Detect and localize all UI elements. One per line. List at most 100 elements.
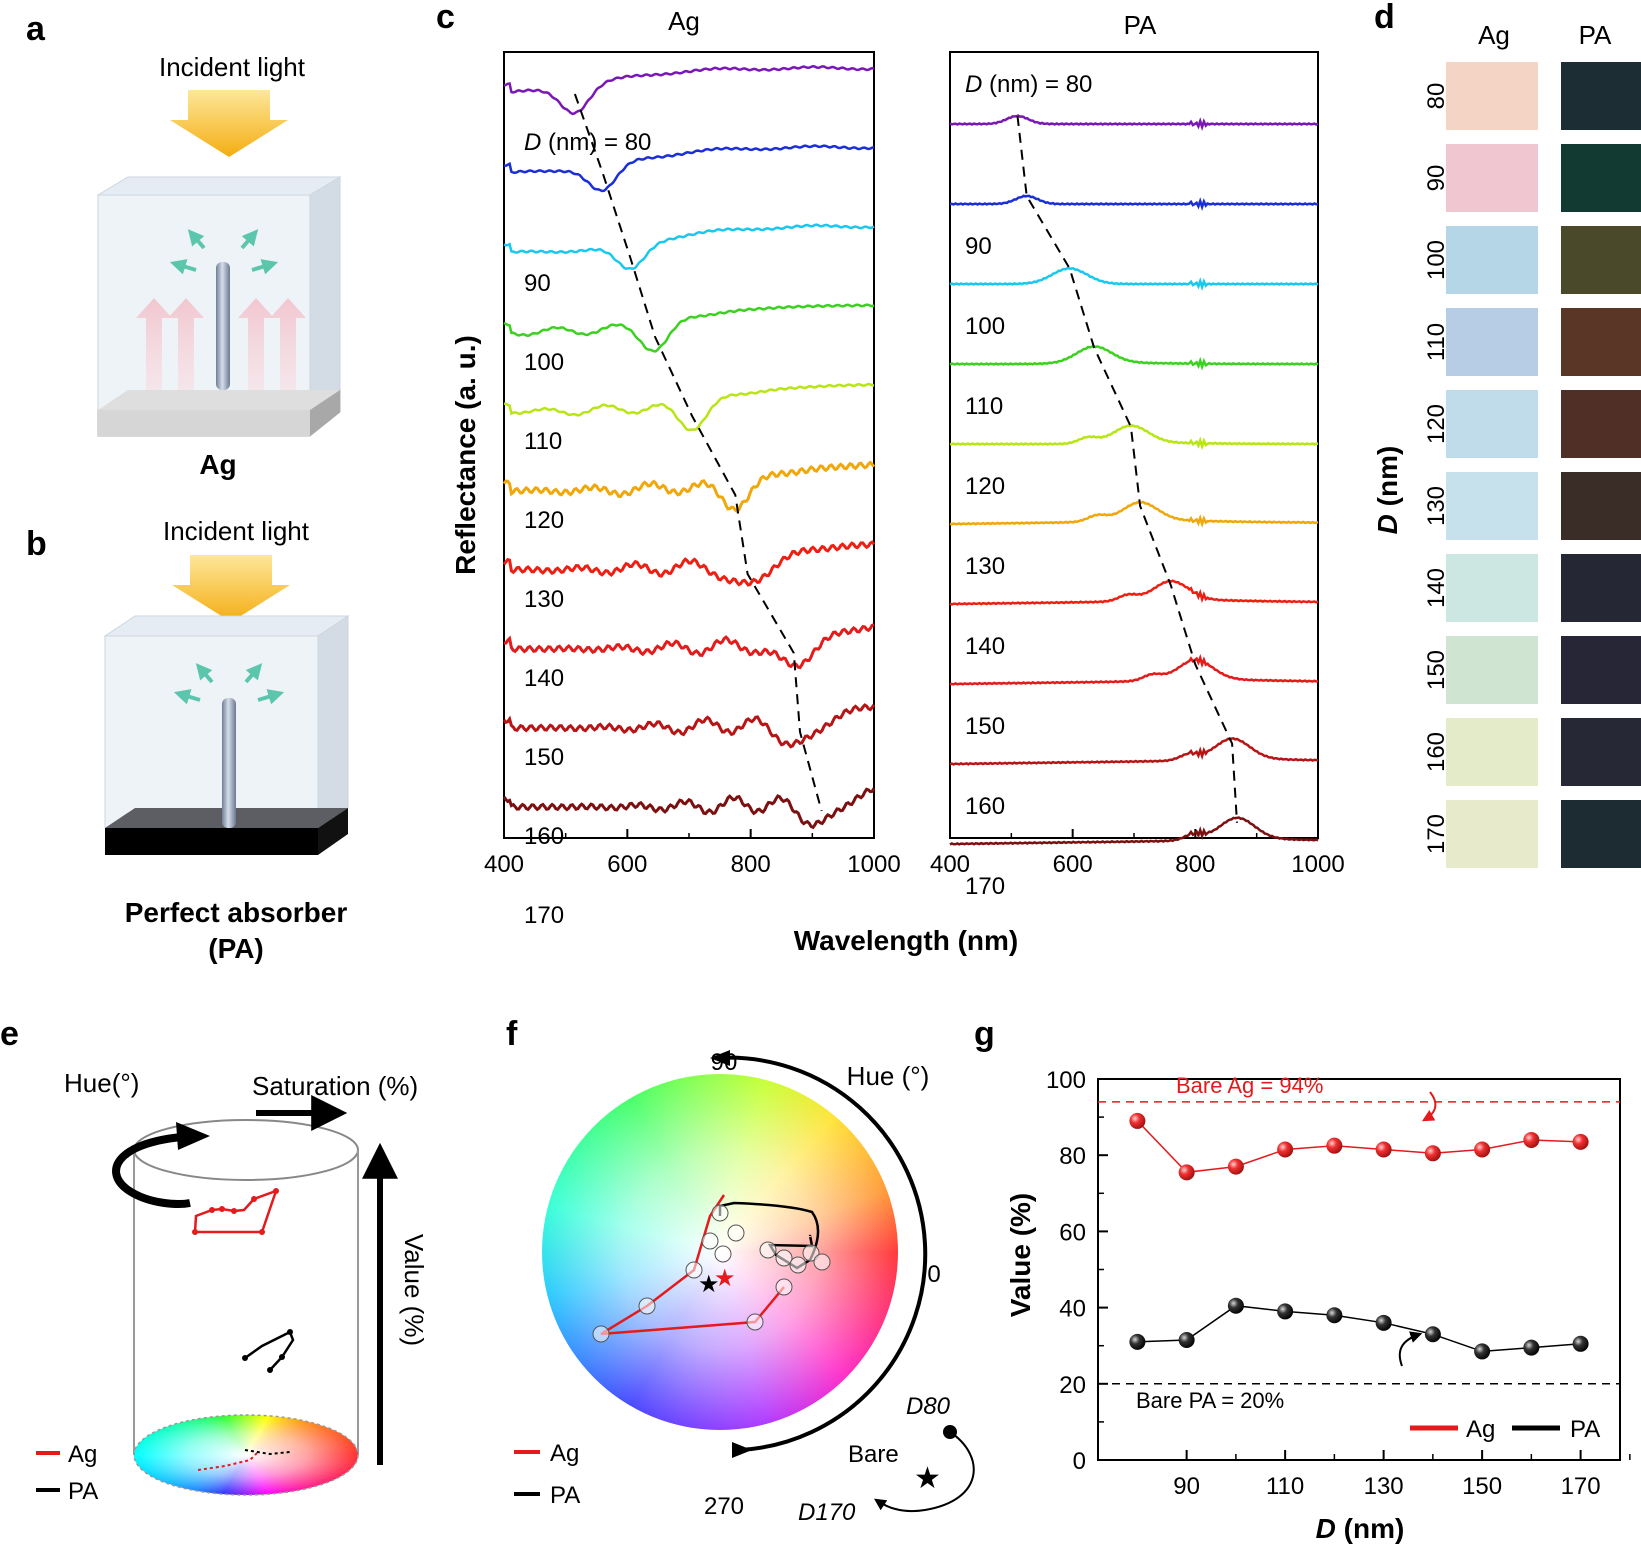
g-xtick-label: 130 xyxy=(1364,1473,1404,1500)
g-point-PA-90 xyxy=(1178,1331,1195,1348)
g-point-PA-100 xyxy=(1227,1297,1244,1314)
c-right-xtick-label: 1000 xyxy=(1291,851,1344,878)
c-right-xtick-label: 600 xyxy=(1053,851,1093,878)
c-left-series-120 xyxy=(503,382,875,432)
g-legend-ag-label: Ag xyxy=(1466,1416,1495,1443)
caption-b-line1: Perfect absorber xyxy=(125,897,348,928)
d-swatch-ag-100 xyxy=(1446,226,1538,294)
c-left-label-110: 110 xyxy=(524,428,562,455)
d-axis-label: D (nm) xyxy=(1372,446,1403,535)
g-ytick-label: 40 xyxy=(1059,1296,1086,1323)
incident-light-label-b: Incident light xyxy=(163,516,310,546)
d-swatch-pa-90 xyxy=(1561,144,1641,212)
g-line-PA xyxy=(1137,1304,1581,1353)
g-point-Ag-130 xyxy=(1375,1141,1392,1158)
c-left-label-130: 130 xyxy=(524,586,564,613)
f-angle-90: 90 xyxy=(711,1049,738,1076)
c-left-series-100 xyxy=(503,223,875,270)
panel-g: g Value (%) D (nm) 0 20 40 60 80 100 90 110 130 1… xyxy=(974,1015,1631,1544)
d-row-label-90: 90 xyxy=(1423,165,1450,192)
f-angle-0: 0 xyxy=(927,1261,940,1288)
d-swatch-ag-90 xyxy=(1446,144,1538,212)
c-right-label-150: 150 xyxy=(965,713,1005,740)
scatter-arrows-a xyxy=(169,229,279,275)
c-left-label-100: 100 xyxy=(524,349,564,376)
g-point-Ag-170 xyxy=(1572,1133,1589,1150)
hue-arrow xyxy=(112,1132,201,1208)
g-pa-pointer xyxy=(1398,1331,1423,1367)
g-xtick-label: 170 xyxy=(1561,1473,1601,1500)
f-angle-270: 270 xyxy=(704,1493,744,1520)
g-bare-ag-label: Bare Ag = 94% xyxy=(1176,1073,1323,1098)
panel-b: b Incident light Perfect absorber (PA) xyxy=(26,516,350,964)
caption-a: Ag xyxy=(199,449,236,480)
f-hue-arc xyxy=(717,1055,928,1452)
c-left-series-110 xyxy=(503,303,875,353)
c-left-label-160: 160 xyxy=(524,823,564,850)
c-right-series-170 xyxy=(949,816,1319,846)
c-left-xtick-label: 400 xyxy=(484,851,524,878)
c-right-label-130: 130 xyxy=(965,553,1005,580)
f-bare-label: Bare xyxy=(848,1441,899,1468)
panel-label-g: g xyxy=(974,1015,995,1053)
g-ytick-label: 80 xyxy=(1059,1143,1086,1170)
c-right-series-150 xyxy=(949,653,1319,686)
g-point-Ag-110 xyxy=(1277,1141,1294,1158)
g-y-axis-label: Value (%) xyxy=(1005,1193,1036,1317)
d-swatch-ag-80 xyxy=(1446,62,1538,130)
panel-label-a: a xyxy=(26,10,46,48)
caption-b-line2: (PA) xyxy=(208,933,263,964)
g-point-Ag-150 xyxy=(1474,1141,1491,1158)
c-right-label-140: 140 xyxy=(965,633,1005,660)
glass-box-b xyxy=(104,635,319,829)
g-x-axis-label: D (nm) xyxy=(1316,1513,1405,1544)
c-left-label-first: D (nm) = 80 xyxy=(524,129,651,156)
g-point-PA-150 xyxy=(1474,1343,1491,1360)
c-left-series-160 xyxy=(502,703,876,749)
d-swatch-pa-160 xyxy=(1561,718,1641,786)
c-right-trend-line xyxy=(1016,115,1238,823)
d-swatch-pa-150 xyxy=(1561,636,1641,704)
c-y-axis-label: Reflectance (a. u.) xyxy=(450,335,481,575)
g-point-PA-110 xyxy=(1277,1303,1294,1320)
perfect-absorber-substrate xyxy=(105,828,318,855)
g-ytick-label: 20 xyxy=(1059,1372,1086,1399)
c-right-series-140 xyxy=(949,579,1319,606)
c-right-series-90 xyxy=(949,194,1318,212)
c-left-series-130 xyxy=(502,460,876,514)
g-point-PA-130 xyxy=(1375,1314,1392,1331)
plasmon-arrows-a xyxy=(136,298,306,390)
c-left-series-140 xyxy=(502,540,876,587)
c-left-xtick-label: 600 xyxy=(607,851,647,878)
g-point-PA-80 xyxy=(1129,1333,1146,1350)
d-row-label-120: 120 xyxy=(1423,404,1450,444)
d-swatch-ag-110 xyxy=(1446,308,1538,376)
e-ag-trajectory xyxy=(193,1188,279,1234)
d-col-label-pa: PA xyxy=(1579,20,1612,50)
g-ytick-label: 60 xyxy=(1059,1219,1086,1246)
d-row-label-100: 100 xyxy=(1423,240,1450,280)
panel-label-b: b xyxy=(26,525,47,563)
f-hue-title: Hue (°) xyxy=(847,1061,930,1091)
c-left-label-90: 90 xyxy=(524,270,551,297)
c-right-series-110 xyxy=(949,344,1319,371)
glass-box-a xyxy=(96,176,342,196)
panel-f: f 90 0 270 Hue (°) ★ ★ Ag PA D80 xyxy=(506,1015,975,1526)
e-value-label: Value (%) xyxy=(399,1234,429,1346)
d-swatch-pa-140 xyxy=(1561,554,1641,622)
d-swatch-ag-170 xyxy=(1446,800,1538,868)
c-left-label-120: 120 xyxy=(524,507,564,534)
d-swatch-ag-140 xyxy=(1446,554,1538,622)
g-point-Ag-90 xyxy=(1178,1164,1195,1181)
c-right-label-160: 160 xyxy=(965,793,1005,820)
e-ag-points xyxy=(192,1188,279,1235)
e-legend-ag-label: Ag xyxy=(68,1441,97,1468)
d-swatch-pa-80 xyxy=(1561,62,1641,130)
e-hue-label: Hue(°) xyxy=(64,1068,139,1098)
c-right-label-170: 170 xyxy=(965,873,1005,900)
d-swatch-pa-130 xyxy=(1561,472,1641,540)
g-point-Ag-160 xyxy=(1523,1131,1540,1148)
d-swatch-pa-110 xyxy=(1561,308,1641,376)
nanorod-b xyxy=(222,698,236,828)
g-bare-pa-label: Bare PA = 20% xyxy=(1136,1388,1284,1413)
